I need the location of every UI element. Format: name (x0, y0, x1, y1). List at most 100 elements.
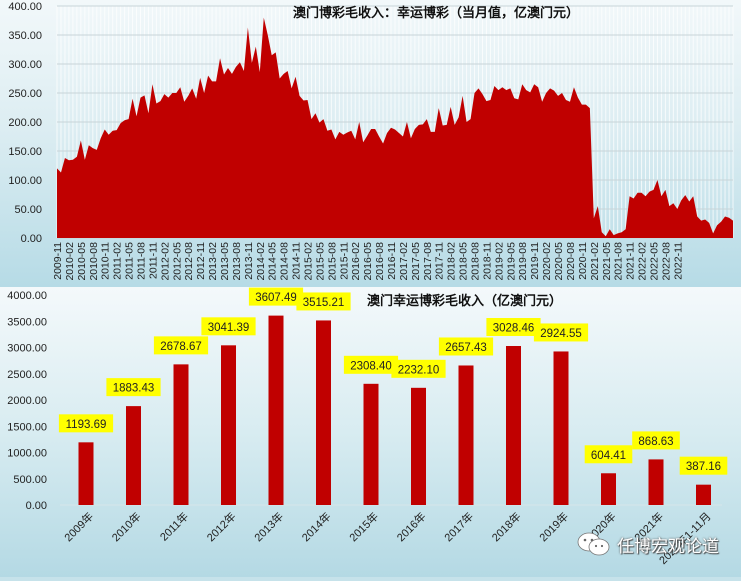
data-label-bg (201, 317, 256, 336)
y-tick-label: 4000.00 (7, 290, 47, 302)
x-tick-label: 2012-02 (159, 242, 171, 281)
y-tick-label: 350.00 (8, 30, 42, 42)
data-label-bg (438, 337, 494, 356)
annual-ggr-chart-panel: 4000.00 3500.00 3000.00 2500.00 2000.00 1500.… (0, 287, 741, 577)
x-category-label: 2015年 (346, 509, 381, 544)
y-tick-label: 3000.00 (7, 343, 47, 355)
x-tick-label: 2019-05 (505, 242, 517, 281)
y-tick-label: 3500.00 (7, 316, 47, 328)
area-series (57, 17, 733, 238)
x-tick-label: 2009-11 (52, 242, 64, 280)
y-tick-label: 50.00 (14, 204, 42, 216)
bar (601, 473, 616, 505)
data-label: 2678.67 (160, 341, 202, 353)
data-label-bg (153, 336, 209, 355)
data-label-bg (679, 456, 728, 475)
x-category-label: 2011年 (157, 509, 191, 543)
x-tick-label: 2012-08 (183, 242, 195, 281)
y-tick-label: 2500.00 (7, 369, 47, 381)
x-tick-label: 2011-08 (136, 242, 148, 280)
data-label-bg (296, 292, 351, 311)
x-tick-label: 2017-11 (434, 242, 446, 280)
x-category-label: 2009年 (61, 509, 96, 544)
x-tick-label: 2011-02 (112, 242, 124, 280)
data-label-bg (106, 378, 161, 397)
monthly-ggr-area-chart: 400.00 350.00 300.00 250.00 200.00 150.00 100.… (8, 1, 734, 281)
y-tick-label: 1000.00 (7, 448, 47, 460)
y-tick-label: 0.00 (21, 233, 42, 245)
data-label: 3607.49 (255, 292, 297, 304)
bar (221, 345, 236, 505)
y-tick-label: 100.00 (8, 175, 42, 187)
data-label-bg (632, 431, 680, 450)
x-tick-label: 2015-05 (314, 242, 326, 281)
x-tick-label: 2016-05 (362, 242, 374, 281)
x-tick-label: 2016-08 (374, 242, 386, 281)
top-chart-title: 澳门博彩毛收入：幸运博彩（当月值，亿澳门元） (293, 6, 580, 21)
y-tick-label: 0.00 (26, 500, 47, 512)
x-tick-label: 2010-08 (88, 242, 100, 281)
x-category-label: 2013年 (251, 509, 286, 544)
data-label-bg (343, 355, 399, 374)
x-category-label: 2019年 (536, 509, 571, 544)
x-tick-label: 2018-02 (446, 242, 458, 281)
monthly-ggr-chart-panel: 400.00 350.00 300.00 250.00 200.00 150.00 100.… (0, 0, 741, 287)
bar (553, 351, 569, 505)
x-category-label: 2016年 (394, 509, 429, 544)
y-tick-label: 400.00 (8, 1, 42, 13)
x-tick-label: 2021-11 (625, 242, 637, 280)
data-label: 387.16 (686, 461, 721, 473)
x-tick-label: 2015-02 (303, 242, 315, 281)
wechat-icon (577, 532, 610, 556)
data-label-bg (533, 323, 589, 342)
x-tick-label: 2019-11 (529, 242, 541, 280)
x-tick-label: 2020-02 (541, 242, 553, 281)
y-tick-label: 500.00 (13, 474, 47, 486)
x-tick-label: 2010-11 (100, 242, 112, 280)
bar (696, 484, 711, 505)
y-tick-label: 2000.00 (7, 395, 47, 407)
x-tick-label: 2011-11 (147, 242, 159, 279)
bar (363, 383, 379, 505)
x-tick-label: 2014-08 (279, 242, 291, 281)
x-tick-label: 2013-11 (243, 242, 255, 280)
bar (173, 364, 189, 505)
x-tick-label: 2013-08 (231, 242, 243, 281)
data-label: 3028.46 (493, 323, 535, 335)
x-tick-label: 2022-02 (637, 242, 649, 281)
bar (78, 442, 94, 505)
bar (411, 387, 426, 505)
x-tick-label: 2022-05 (648, 242, 660, 281)
x-category-label: 2018年 (489, 509, 524, 544)
x-tick-label: 2018-11 (481, 242, 493, 280)
data-label: 2308.40 (350, 360, 392, 372)
x-tick-label: 2021-08 (613, 242, 625, 281)
x-category-label: 2010年 (109, 509, 144, 544)
data-label: 604.41 (591, 450, 626, 462)
x-tick-label: 2017-08 (422, 242, 434, 281)
data-label-bg (391, 359, 446, 378)
x-tick-label: 2019-08 (517, 242, 529, 281)
x-tick-label: 2016-02 (350, 242, 362, 281)
x-tick-label: 2013-02 (207, 242, 219, 281)
x-tick-label: 2016-11 (386, 242, 398, 280)
x-tick-label: 2013-05 (219, 242, 231, 281)
x-tick-label: 2014-11 (291, 242, 303, 280)
x-tick-label: 2015-11 (338, 242, 350, 280)
x-tick-label: 2017-05 (410, 242, 422, 281)
x-tick-label: 2014-02 (255, 242, 267, 281)
bar (126, 406, 141, 505)
data-label-bg (58, 414, 114, 433)
watermark-text: 任博宏观论道 (617, 536, 719, 557)
x-tick-label: 2020-08 (565, 242, 577, 281)
x-tick-label: 2021-02 (589, 242, 601, 281)
x-tick-label: 2011-05 (124, 242, 136, 280)
x-category-label: 2017年 (441, 509, 476, 544)
y-tick-label: 200.00 (8, 117, 42, 129)
data-label: 3515.21 (303, 297, 345, 309)
x-category-label: 2012年 (204, 509, 239, 544)
x-tick-label: 2021-05 (601, 242, 613, 281)
x-tick-label: 2015-08 (326, 242, 338, 281)
x-tick-label: 2022-11 (672, 242, 684, 280)
bottom-chart-title: 澳门幸运博彩毛收入（亿澳门元） (367, 294, 563, 309)
